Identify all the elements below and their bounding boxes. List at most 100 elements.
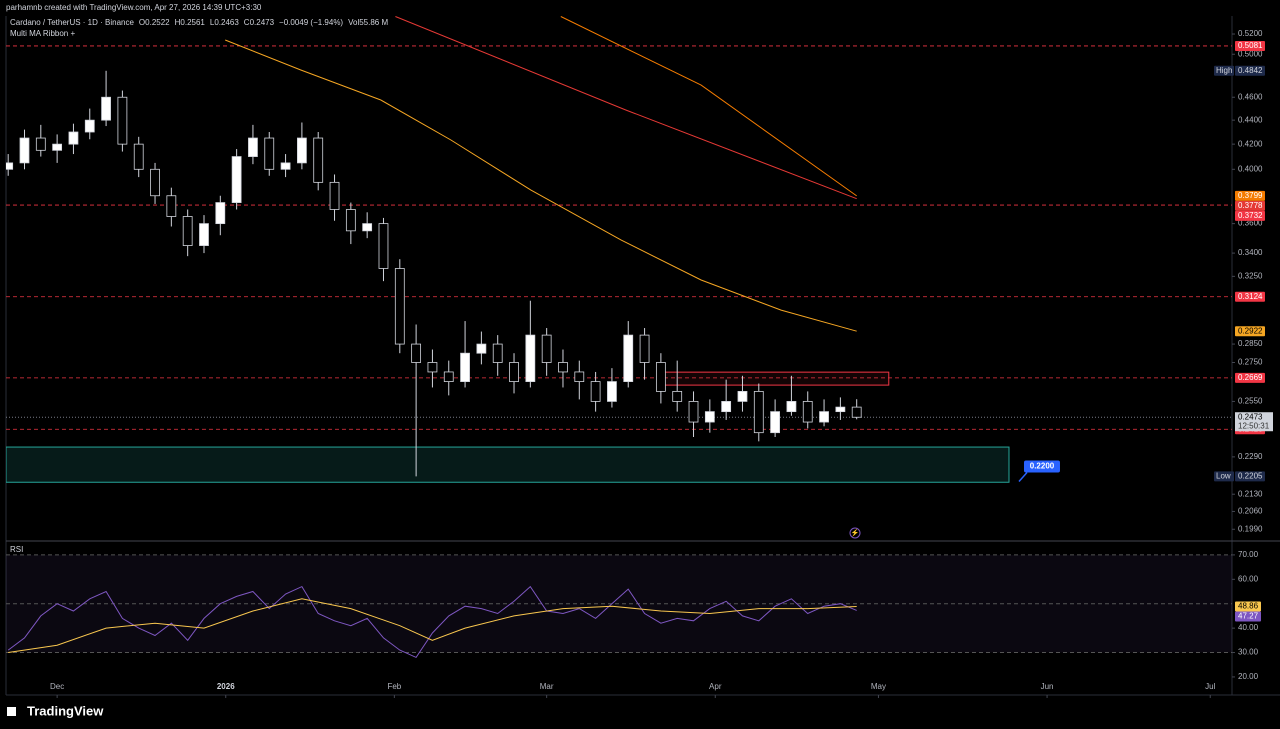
candle-body (492, 343, 503, 363)
price-label-box (1235, 200, 1265, 211)
candle-body (231, 156, 242, 203)
extreme-box (1235, 471, 1265, 482)
candle-body (166, 195, 177, 217)
event-icon[interactable] (849, 527, 861, 539)
candle-body (835, 406, 846, 413)
candle-body (150, 168, 160, 197)
candle-body (590, 381, 601, 402)
y-tick-label: 70.00 (1238, 550, 1259, 559)
rsi-value-box (1235, 611, 1261, 622)
zone (6, 446, 1010, 483)
current-price: 0.2473 (1238, 412, 1263, 421)
legend-value: −0.0049 (−1.94%) (279, 18, 343, 27)
extreme-box (1235, 65, 1265, 76)
legend-value: Vol55.86 M (348, 18, 388, 27)
candle-body (133, 143, 144, 170)
price-label-box (1235, 210, 1265, 221)
candle-body (6, 162, 14, 170)
credit: parhamnb created with TradingView.com, A… (6, 3, 262, 12)
candle-body (460, 352, 470, 382)
candle-body (394, 268, 405, 345)
legend-value: O0.2522 (139, 18, 170, 27)
y-tick-label: 0.3400 (1238, 248, 1263, 257)
rsi-line (7, 585, 857, 659)
price-label: 0.2922 (1238, 326, 1263, 335)
y-tick-label: 20.00 (1238, 672, 1259, 681)
current-price-box (1235, 412, 1273, 432)
y-tick-label: 0.2130 (1238, 489, 1263, 498)
countdown: 12:50:31 (1238, 421, 1270, 430)
y-tick-label: 0.4000 (1238, 164, 1263, 173)
callout-label: 0.2200 (1030, 462, 1055, 471)
candle-body (297, 137, 307, 164)
candle-body (476, 343, 487, 354)
price-label-box (1235, 291, 1265, 302)
logo[interactable]: TradingView (7, 703, 104, 718)
y-tick-label: 60.00 (1238, 574, 1259, 583)
y-tick-label: 30.00 (1238, 648, 1259, 657)
price-label: 0.3778 (1238, 201, 1263, 210)
moving-average (225, 39, 857, 332)
y-tick-label: 0.5000 (1238, 49, 1263, 58)
candle-body (68, 131, 79, 145)
candle-body (558, 362, 568, 373)
candle-body (248, 137, 258, 157)
x-tick-label: Mar (540, 682, 554, 691)
price-pane (6, 16, 1232, 483)
candle-body (345, 209, 356, 232)
candle-body (607, 381, 617, 402)
event-icon-glyph: ⚡ (851, 528, 860, 537)
extreme-value: 0.2205 (1238, 471, 1263, 480)
candle-body (639, 334, 650, 363)
y-tick-label: 0.4400 (1238, 115, 1263, 124)
extreme-tag-box (1214, 65, 1234, 76)
candle-body (443, 371, 454, 382)
y-tick-label: 0.2550 (1238, 397, 1263, 406)
candle-body (52, 143, 63, 151)
y-tick-label: 0.3600 (1238, 219, 1263, 228)
y-tick-label: 0.1990 (1238, 524, 1263, 533)
moving-average (560, 16, 857, 197)
candle-body (362, 223, 373, 232)
x-tick-label: May (871, 682, 886, 691)
candle-body (819, 411, 829, 423)
candle-body (35, 137, 46, 151)
rsi-value-box (1235, 601, 1261, 612)
y-tick-label: 0.2750 (1238, 358, 1263, 367)
x-tick-label: Dec (50, 682, 64, 691)
x-tick-label: Feb (387, 682, 401, 691)
y-tick-label: 0.4200 (1238, 139, 1263, 148)
legend-value: C0.2473 (244, 18, 275, 27)
candle-body (427, 362, 438, 373)
price-label-box (1235, 326, 1265, 337)
symbol-legend: Cardano / TetherUS · 1D · Binance O0.2522… (10, 18, 388, 27)
logo-text: TradingView (27, 703, 104, 718)
x-tick-label: 2026 (217, 682, 235, 691)
candle-body (101, 96, 111, 121)
candle-body (802, 401, 813, 423)
rsi-value: 47.27 (1238, 612, 1259, 621)
y-tick-label: 0.5200 (1238, 29, 1263, 38)
legend-value: H0.2561 (175, 18, 206, 27)
rsi-title: RSI (10, 545, 23, 554)
y-tick-label: 0.4600 (1238, 92, 1263, 101)
price-label-box (1235, 190, 1265, 201)
candle-body (378, 223, 389, 269)
price-label: 0.3799 (1238, 191, 1263, 200)
extreme-tag-box (1214, 471, 1234, 482)
price-label: 0.2669 (1238, 373, 1263, 382)
candle-body (737, 391, 748, 402)
extreme-tag: High (1216, 66, 1232, 75)
price-label: 0.3732 (1238, 211, 1263, 220)
candle-body (770, 411, 780, 434)
indicator-name: Multi MA Ribbon + (10, 29, 75, 38)
x-tick-label: Jul (1205, 682, 1215, 691)
x-tick-label: Jun (1041, 682, 1054, 691)
candle-body (623, 334, 634, 382)
candle-body (721, 401, 732, 413)
candle-body (117, 96, 128, 145)
callout-pointer (1018, 472, 1028, 483)
candle-body (182, 216, 193, 246)
candle-body (541, 334, 552, 363)
callout-box (1023, 460, 1060, 473)
